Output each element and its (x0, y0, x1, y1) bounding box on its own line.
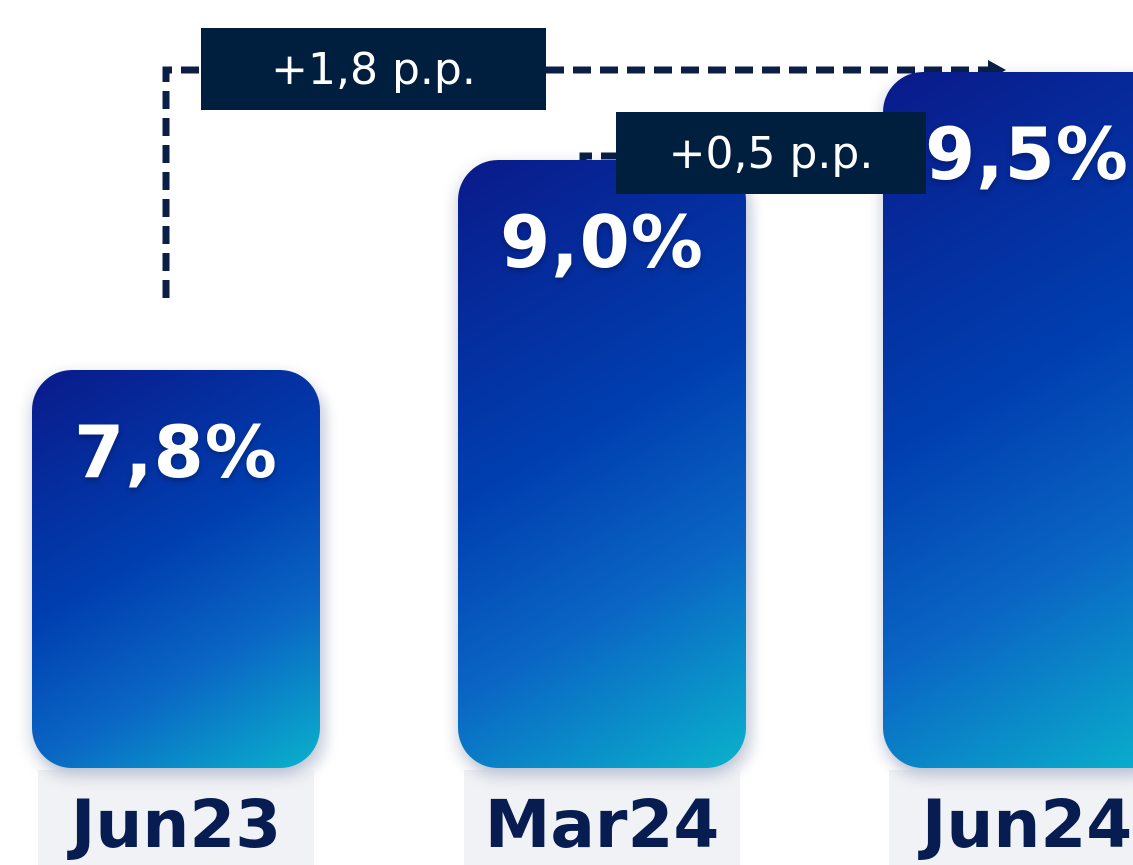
category-label-mar24: Mar24 (484, 786, 720, 863)
annotation-mar24-to-jun24: +0,5 p.p. (616, 112, 926, 194)
annotation-label: +0,5 p.p. (668, 127, 874, 179)
annotation-label: +1,8 p.p. (271, 43, 476, 95)
category-label-background (464, 770, 740, 865)
category-label-background (889, 770, 1133, 865)
bar-value-label: 7,8% (74, 410, 278, 494)
annotation-jun23-to-jun24: +1,8 p.p. (201, 28, 546, 110)
category-label-background (38, 770, 314, 865)
category-label-jun24: Jun24 (921, 786, 1133, 863)
bar-mar24: 9,0% (458, 160, 756, 780)
bar-fill (458, 160, 746, 768)
bar-value-label: 9,0% (500, 200, 704, 284)
category-label-jun23: Jun23 (70, 786, 282, 863)
connector-jun23-vertical (162, 66, 201, 298)
bar-value-label: 9,5% (925, 112, 1129, 196)
bar-jun23: 7,8% (32, 370, 330, 780)
bar-fill (32, 370, 320, 768)
